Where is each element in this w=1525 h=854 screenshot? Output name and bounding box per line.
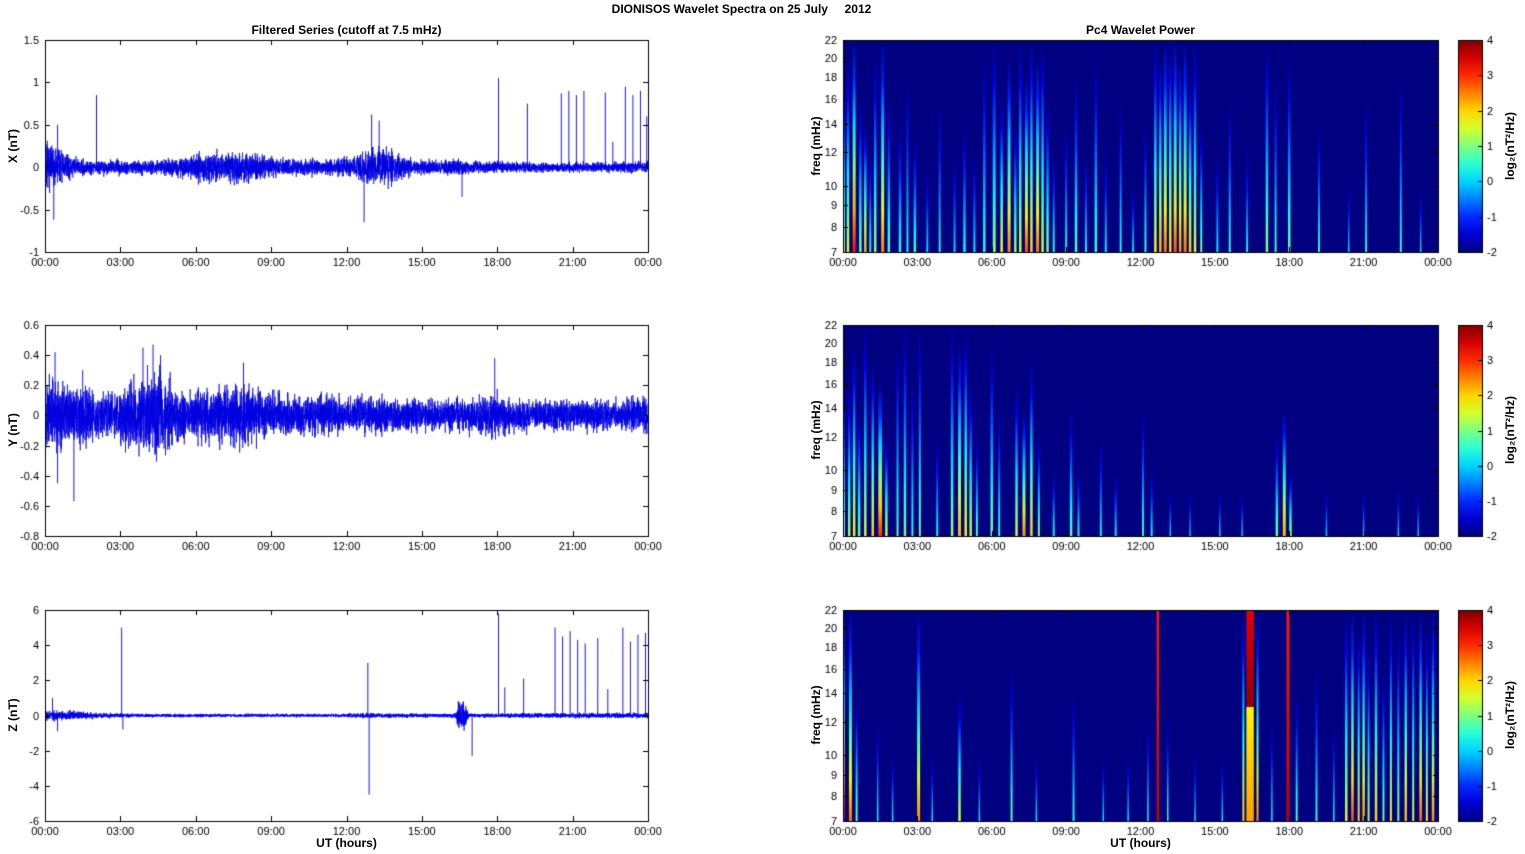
x-colorbar-label: log₂(nT²/Hz) [1503, 112, 1517, 180]
z-colorbar-label: log₂(nT²/Hz) [1503, 681, 1517, 749]
z-series-ylabel: Z (nT) [6, 698, 20, 732]
left-panel-title: Filtered Series (cutoff at 7.5 mHz) [251, 23, 442, 37]
z-wavelet-ylabel: freq (mHz) [809, 685, 823, 745]
x-wavelet-ylabel: freq (mHz) [809, 116, 823, 176]
right-panel-title: Pc4 Wavelet Power [1086, 23, 1195, 37]
left-xaxis-label: UT (hours) [316, 836, 377, 850]
y-colorbar-label: log₂(nT²/Hz) [1503, 396, 1517, 464]
y-series-ylabel: Y (nT) [6, 413, 20, 447]
x-series-ylabel: X (nT) [6, 129, 20, 163]
right-xaxis-label: UT (hours) [1110, 836, 1171, 850]
y-wavelet-ylabel: freq (mHz) [809, 400, 823, 460]
figure-title: DIONISOS Wavelet Spectra on 25 July 2012 [611, 2, 872, 16]
